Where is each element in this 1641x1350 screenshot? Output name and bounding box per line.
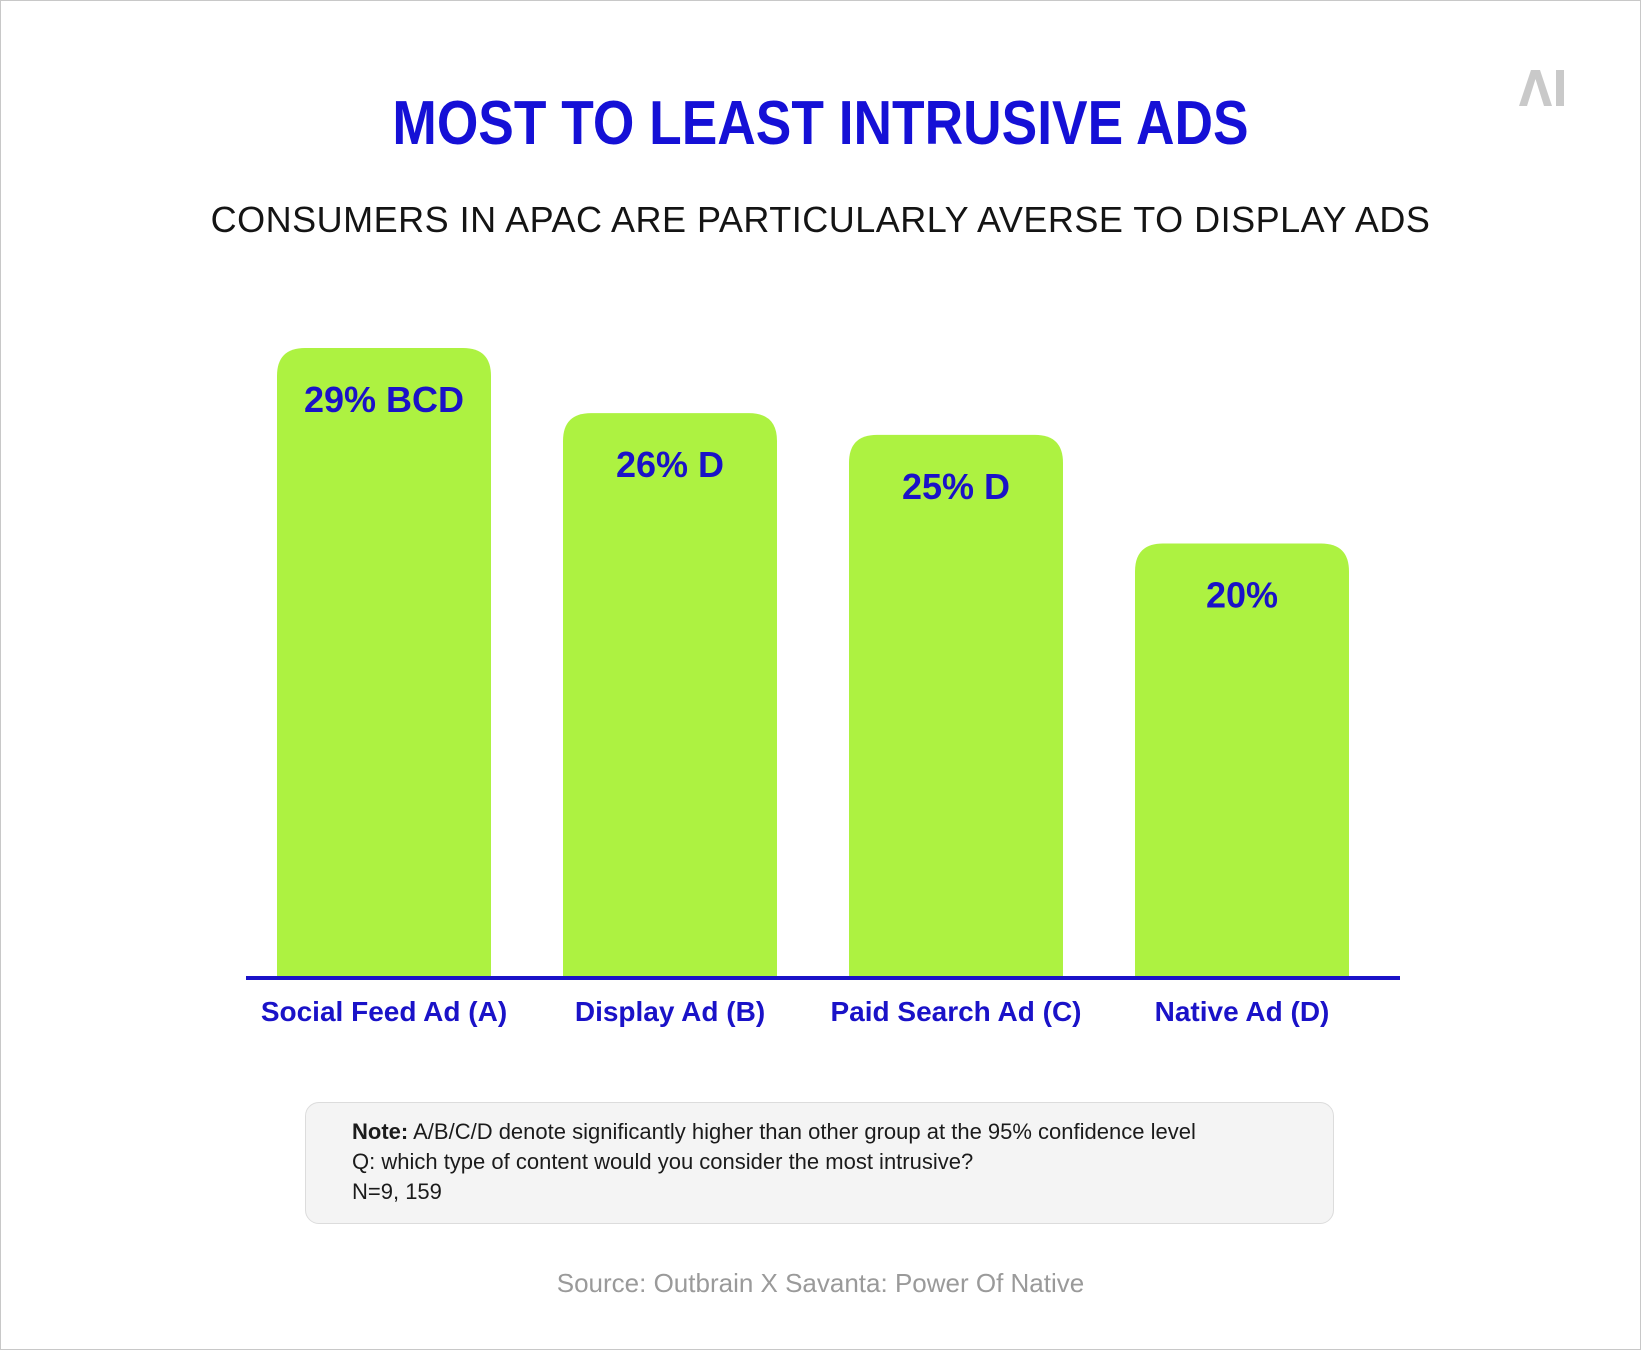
note-sample-size: N=9, 159 (352, 1179, 442, 1204)
ai-logo-icon (1519, 70, 1564, 106)
category-label: Social Feed Ad (A) (261, 996, 507, 1027)
bar-1 (277, 348, 491, 978)
bars-layer (277, 348, 1349, 978)
source-citation: Source: Outbrain X Savanta: Power Of Nat… (556, 1268, 1085, 1298)
bar-value-label: 29% BCD (304, 379, 464, 420)
bar-3 (849, 434, 1063, 978)
bar-value-label: 25% D (902, 466, 1010, 507)
category-label: Native Ad (D) (1155, 996, 1330, 1027)
bar-4 (1135, 543, 1349, 978)
note-key: Note: (352, 1119, 409, 1144)
note-line: Note: A/B/C/D denote significantly highe… (352, 1117, 1333, 1147)
note-text: A/B/C/D denote significantly higher than… (408, 1119, 1196, 1144)
chart-subtitle: CONSUMERS IN APAC ARE PARTICULARLY AVERS… (210, 199, 1431, 240)
category-label: Display Ad (B) (575, 996, 765, 1027)
category-label: Paid Search Ad (C) (830, 996, 1081, 1027)
bar-value-label: 20% (1206, 575, 1278, 616)
bar-value-label: 26% D (616, 444, 724, 485)
note-question: Q: which type of content would you consi… (352, 1149, 974, 1174)
category-labels-layer: Social Feed Ad (A) Display Ad (B) Paid Sea… (261, 996, 1330, 1027)
note-box: Note: A/B/C/D denote significantly highe… (305, 1102, 1334, 1224)
bar-chart: 29% BCD 26% D 25% D 20% Social Feed Ad (A) D… (246, 348, 1400, 1027)
brand-logo (1515, 66, 1569, 110)
chart-title: MOST TO LEAST INTRUSIVE ADS (392, 89, 1249, 158)
bar-2 (563, 413, 777, 978)
value-labels-layer: 29% BCD 26% D 25% D 20% (304, 379, 1278, 616)
